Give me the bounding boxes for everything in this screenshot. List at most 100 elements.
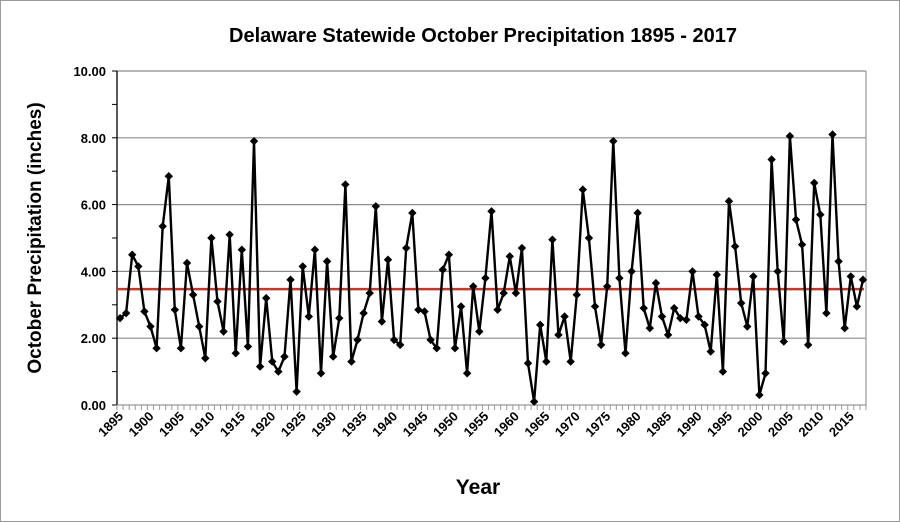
data-point-1972 xyxy=(584,233,594,243)
data-point-1914 xyxy=(231,349,240,358)
data-point-1899 xyxy=(140,307,149,316)
x-tick-label: 1895 xyxy=(95,409,126,440)
y-tick-label: 2.00 xyxy=(81,331,106,346)
data-point-1929 xyxy=(322,257,332,266)
data-point-1948 xyxy=(438,265,447,274)
data-point-1977 xyxy=(615,273,624,283)
data-point-1978 xyxy=(621,349,630,358)
data-point-1992 xyxy=(706,347,715,356)
data-point-2006 xyxy=(791,215,801,224)
data-point-1908 xyxy=(195,322,204,331)
x-tick-label: 1900 xyxy=(126,409,157,440)
data-point-2017 xyxy=(858,275,868,284)
data-point-1959 xyxy=(505,252,514,261)
data-point-2012 xyxy=(828,130,837,139)
data-point-1927 xyxy=(310,245,320,254)
data-point-2016 xyxy=(852,302,862,311)
data-point-1937 xyxy=(371,202,381,211)
x-tick-label: 1935 xyxy=(339,409,370,440)
data-point-1997 xyxy=(736,298,746,308)
x-tick-label: 2005 xyxy=(765,409,796,440)
x-tick-label: 2000 xyxy=(734,409,765,440)
x-tick-label: 1955 xyxy=(460,409,491,440)
data-point-1934 xyxy=(353,335,362,345)
data-point-1933 xyxy=(347,357,356,366)
data-point-1966 xyxy=(548,235,557,244)
data-point-1975 xyxy=(602,282,612,291)
x-tick-label: 1940 xyxy=(369,409,400,440)
data-point-2001 xyxy=(761,369,770,378)
data-point-1922 xyxy=(280,352,289,361)
data-point-1969 xyxy=(566,357,575,366)
precipitation-line xyxy=(119,133,865,403)
y-tick-label: 6.00 xyxy=(81,198,106,213)
data-point-1980 xyxy=(633,208,642,218)
data-point-1905 xyxy=(176,344,186,353)
data-point-2003 xyxy=(773,267,782,276)
data-point-1939 xyxy=(383,255,393,264)
data-point-1909 xyxy=(201,354,210,363)
data-point-1900 xyxy=(146,322,155,331)
data-point-1936 xyxy=(365,288,374,298)
data-point-1995 xyxy=(724,197,734,206)
data-point-1918 xyxy=(255,362,265,371)
data-point-1996 xyxy=(730,242,740,251)
data-point-1913 xyxy=(225,230,234,239)
data-point-1911 xyxy=(213,297,222,306)
x-tick-label: 1945 xyxy=(400,409,431,440)
data-point-1897 xyxy=(128,250,137,259)
data-point-1968 xyxy=(560,312,569,321)
data-point-1898 xyxy=(134,262,143,271)
data-point-1984 xyxy=(657,312,667,321)
data-point-1952 xyxy=(462,369,472,378)
data-point-1961 xyxy=(517,243,527,253)
data-point-1901 xyxy=(152,344,161,353)
x-tick-label: 1980 xyxy=(613,409,644,440)
data-point-1989 xyxy=(688,267,697,276)
data-point-1949 xyxy=(444,250,454,259)
data-point-2005 xyxy=(785,131,795,141)
y-tick-label: 4.00 xyxy=(81,264,106,279)
data-point-1950 xyxy=(450,344,460,353)
data-point-2015 xyxy=(846,272,855,281)
data-point-1917 xyxy=(249,136,259,146)
data-point-2014 xyxy=(840,323,849,333)
data-point-1971 xyxy=(578,185,588,194)
x-tick-label: 1960 xyxy=(491,409,522,440)
x-tick-label: 1965 xyxy=(521,409,552,440)
x-tick-label: 1970 xyxy=(552,409,583,440)
y-tick-label: 10.00 xyxy=(73,64,106,79)
data-point-1945 xyxy=(420,307,429,316)
data-point-1902 xyxy=(158,222,167,231)
y-axis-label: October Precipitation (inches) xyxy=(25,102,46,373)
data-point-1921 xyxy=(274,367,283,376)
data-point-1943 xyxy=(408,208,417,218)
data-point-1947 xyxy=(432,344,441,353)
data-point-1940 xyxy=(389,335,399,345)
data-point-1925 xyxy=(298,262,307,271)
data-point-1904 xyxy=(170,305,180,315)
data-point-1910 xyxy=(207,233,216,243)
data-point-1988 xyxy=(682,315,691,325)
data-point-1960 xyxy=(511,288,521,298)
data-point-1994 xyxy=(718,367,728,376)
data-point-1906 xyxy=(182,258,192,268)
data-point-1973 xyxy=(590,302,600,311)
data-point-1983 xyxy=(651,278,661,288)
data-point-2009 xyxy=(810,178,819,188)
data-point-1979 xyxy=(627,267,636,276)
data-point-1982 xyxy=(645,323,655,333)
data-point-1955 xyxy=(481,273,490,283)
data-point-1942 xyxy=(402,243,411,253)
data-point-1986 xyxy=(669,303,679,313)
x-tick-label: 2015 xyxy=(826,409,857,440)
x-tick-label: 1915 xyxy=(217,409,248,440)
data-point-1924 xyxy=(292,387,301,396)
data-point-2000 xyxy=(755,390,764,400)
x-tick-label: 1990 xyxy=(674,409,705,440)
data-point-1938 xyxy=(377,317,387,326)
data-point-2008 xyxy=(803,340,813,350)
x-tick-label: 1920 xyxy=(247,409,278,440)
data-point-1967 xyxy=(554,330,563,340)
